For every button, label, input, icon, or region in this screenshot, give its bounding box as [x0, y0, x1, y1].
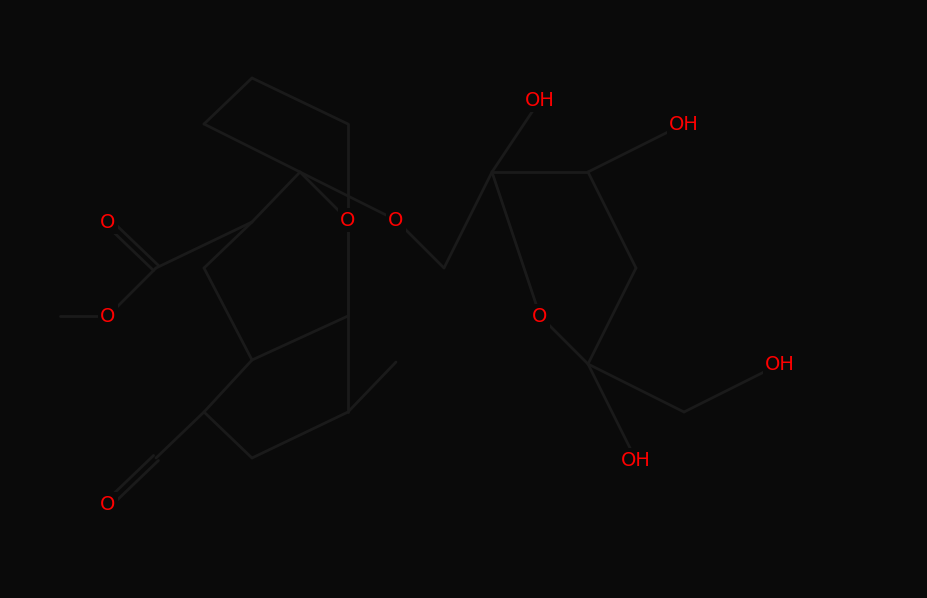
Text: O: O: [100, 307, 116, 325]
Text: O: O: [387, 210, 403, 230]
Text: O: O: [340, 210, 355, 230]
Text: OH: OH: [620, 450, 650, 469]
Text: O: O: [100, 212, 116, 231]
Text: OH: OH: [668, 114, 698, 133]
Text: OH: OH: [764, 355, 794, 374]
Text: O: O: [532, 307, 547, 325]
Text: OH: OH: [525, 90, 554, 109]
Text: O: O: [100, 495, 116, 514]
